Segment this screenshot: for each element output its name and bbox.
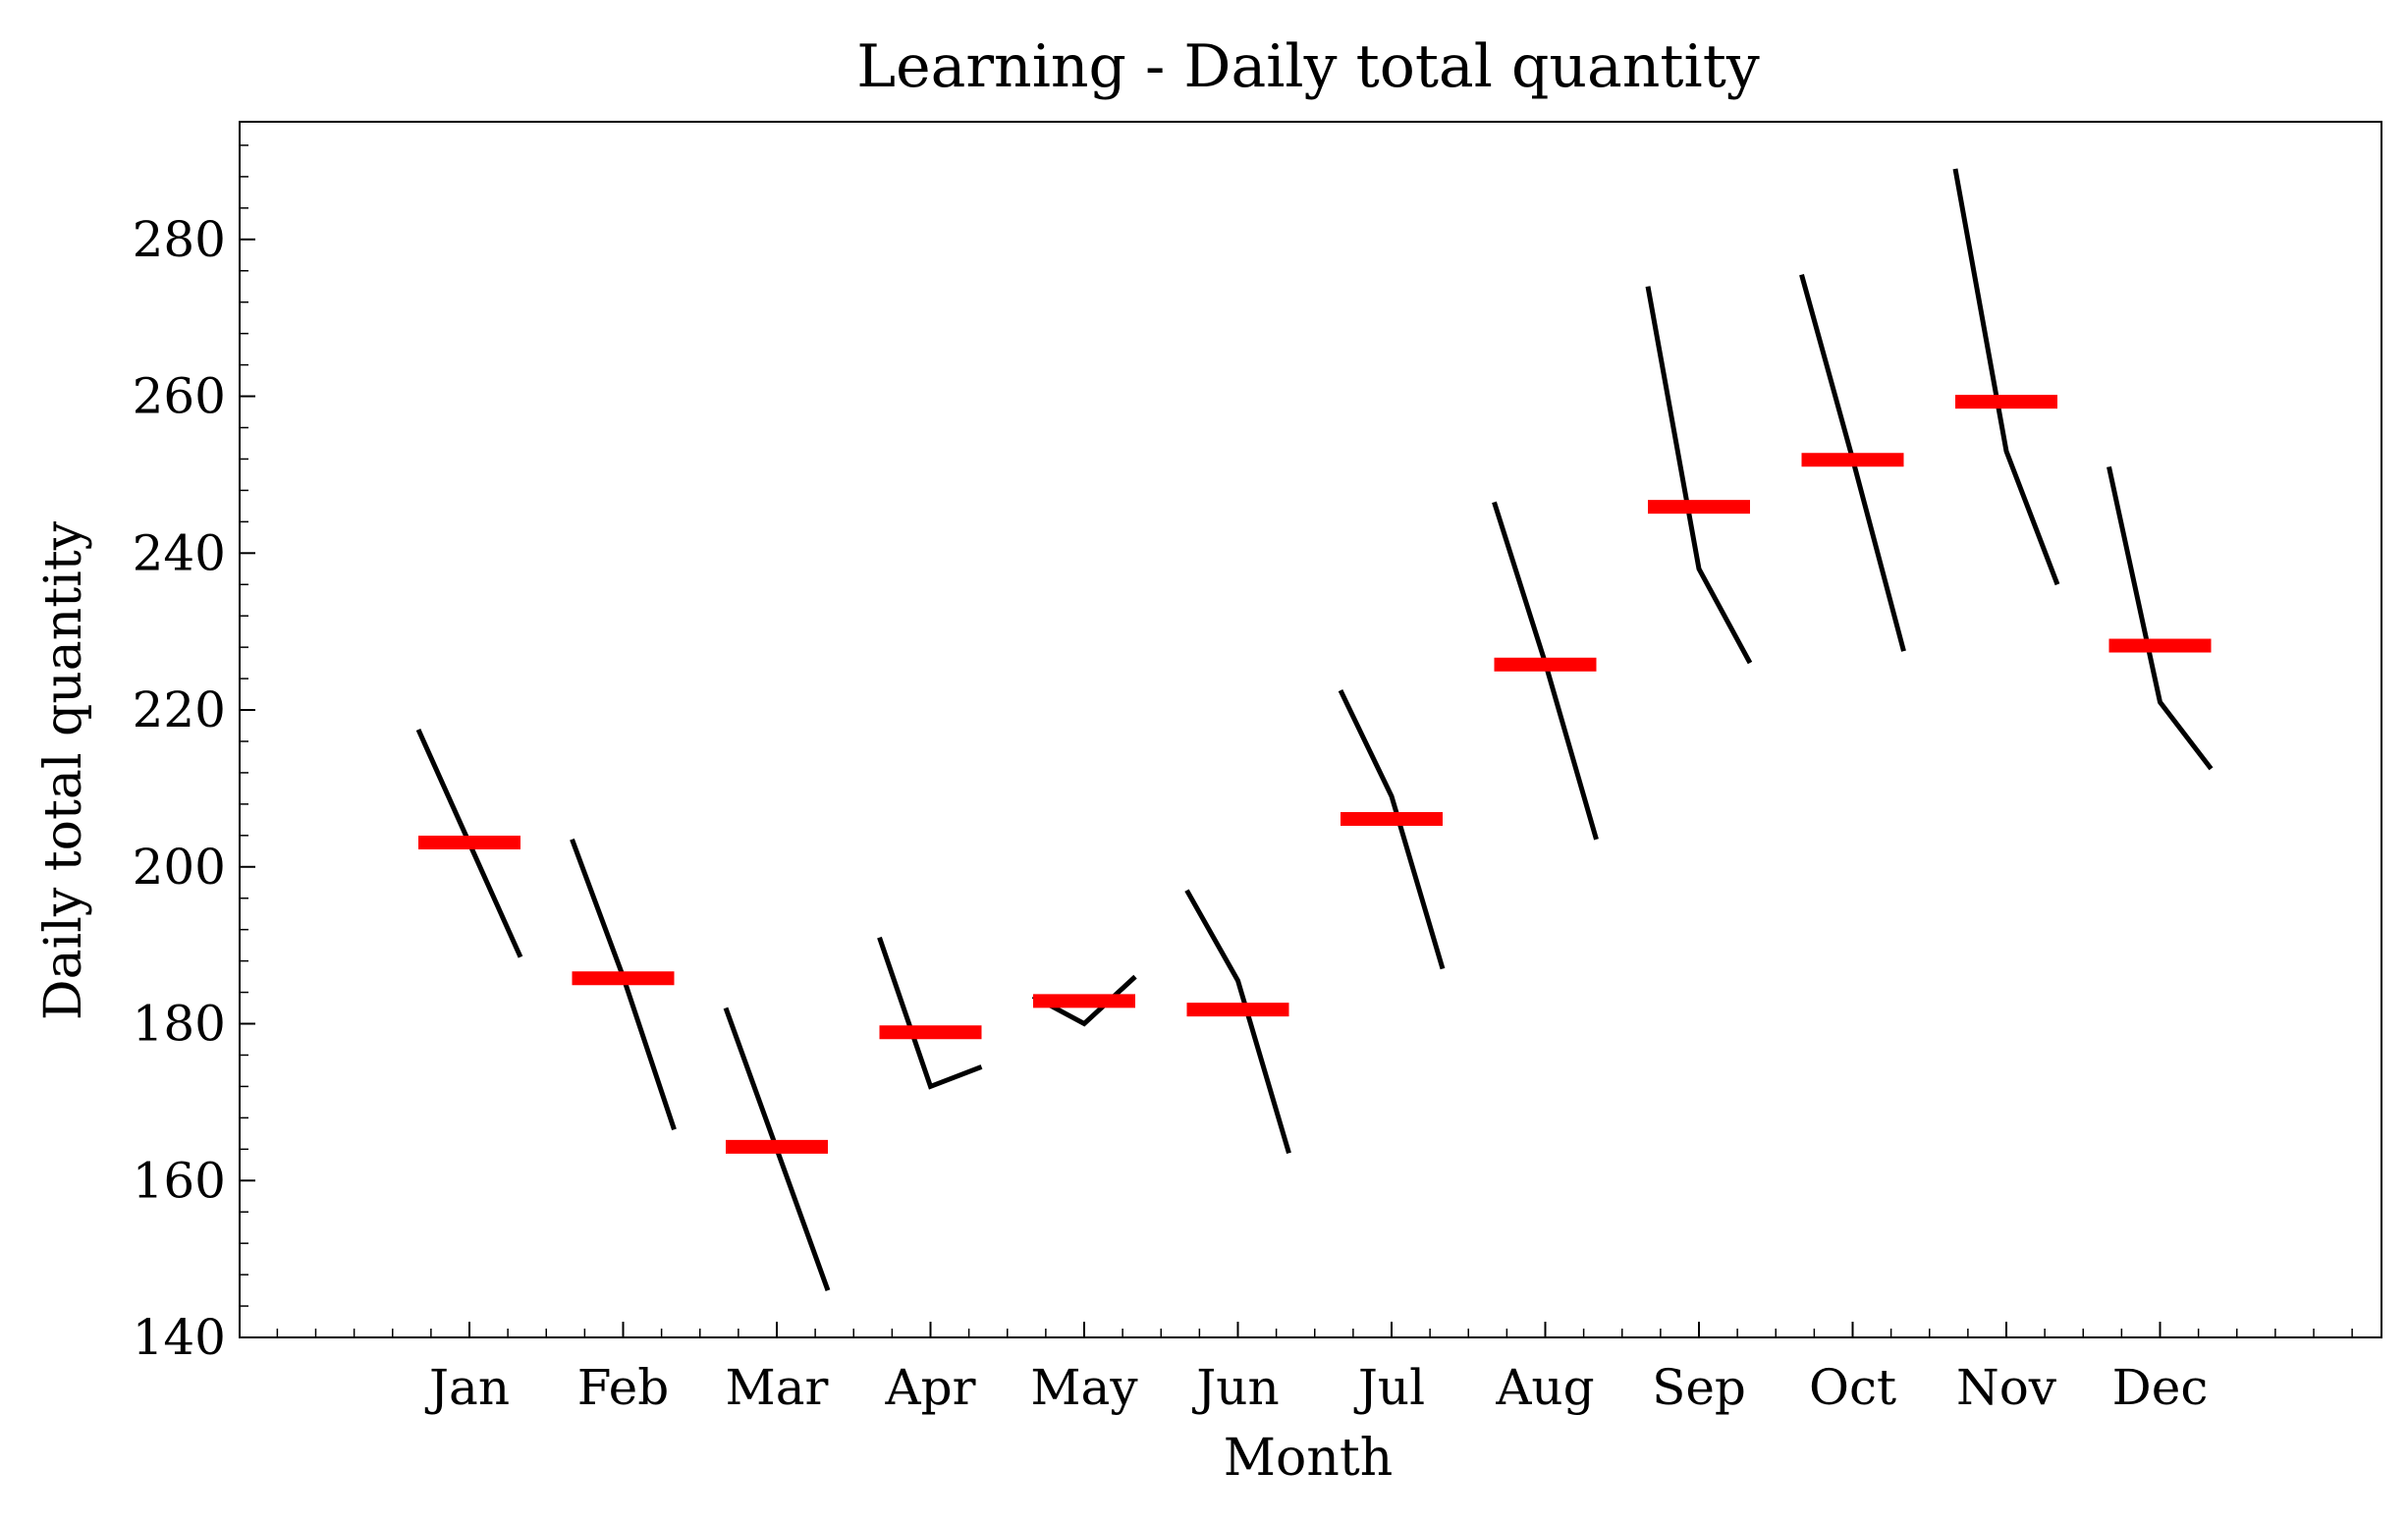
chart-title: Learning - Daily total quantity	[856, 32, 1760, 101]
y-tick-label: 200	[133, 839, 226, 896]
y-tick-label: 260	[133, 368, 226, 425]
x-tick-label: May	[1030, 1359, 1138, 1416]
y-tick-label: 180	[133, 996, 226, 1053]
y-tick-label: 140	[133, 1309, 226, 1366]
y-axis-label: Daily total quantity	[34, 520, 93, 1020]
x-tick-label: Dec	[2112, 1359, 2209, 1416]
y-tick-label: 220	[133, 681, 226, 738]
x-tick-label: Feb	[577, 1359, 670, 1416]
x-tick-label: Jan	[424, 1359, 510, 1416]
x-tick-label: Apr	[884, 1359, 975, 1416]
x-tick-label: Jul	[1353, 1359, 1425, 1416]
y-tick-label: 240	[133, 524, 226, 581]
month-subseries-line	[1184, 889, 1291, 1155]
axes-frame	[239, 121, 2382, 1338]
x-tick-label: Nov	[1956, 1359, 2057, 1416]
plot-area: 140 160 180 200 220 240 260 280 Jan Feb Mar Apr May J…	[133, 121, 2382, 1416]
x-axis-label: Month	[1224, 1429, 1393, 1488]
y-tick-label: 280	[133, 211, 226, 268]
month-subseries-line	[2107, 465, 2214, 771]
month-subseries-line	[1952, 168, 2060, 586]
x-tick-label: Sep	[1652, 1359, 1746, 1416]
month-subseries-line	[1338, 689, 1446, 970]
y-tick-label: 160	[133, 1152, 226, 1209]
x-tick-label: Mar	[726, 1359, 829, 1416]
x-tick-label: Jun	[1191, 1359, 1279, 1416]
month-subseries-line	[1645, 286, 1753, 665]
x-tick-label: Oct	[1809, 1359, 1896, 1416]
x-tick-label: Aug	[1495, 1359, 1594, 1416]
month-subseries-line	[877, 936, 983, 1090]
